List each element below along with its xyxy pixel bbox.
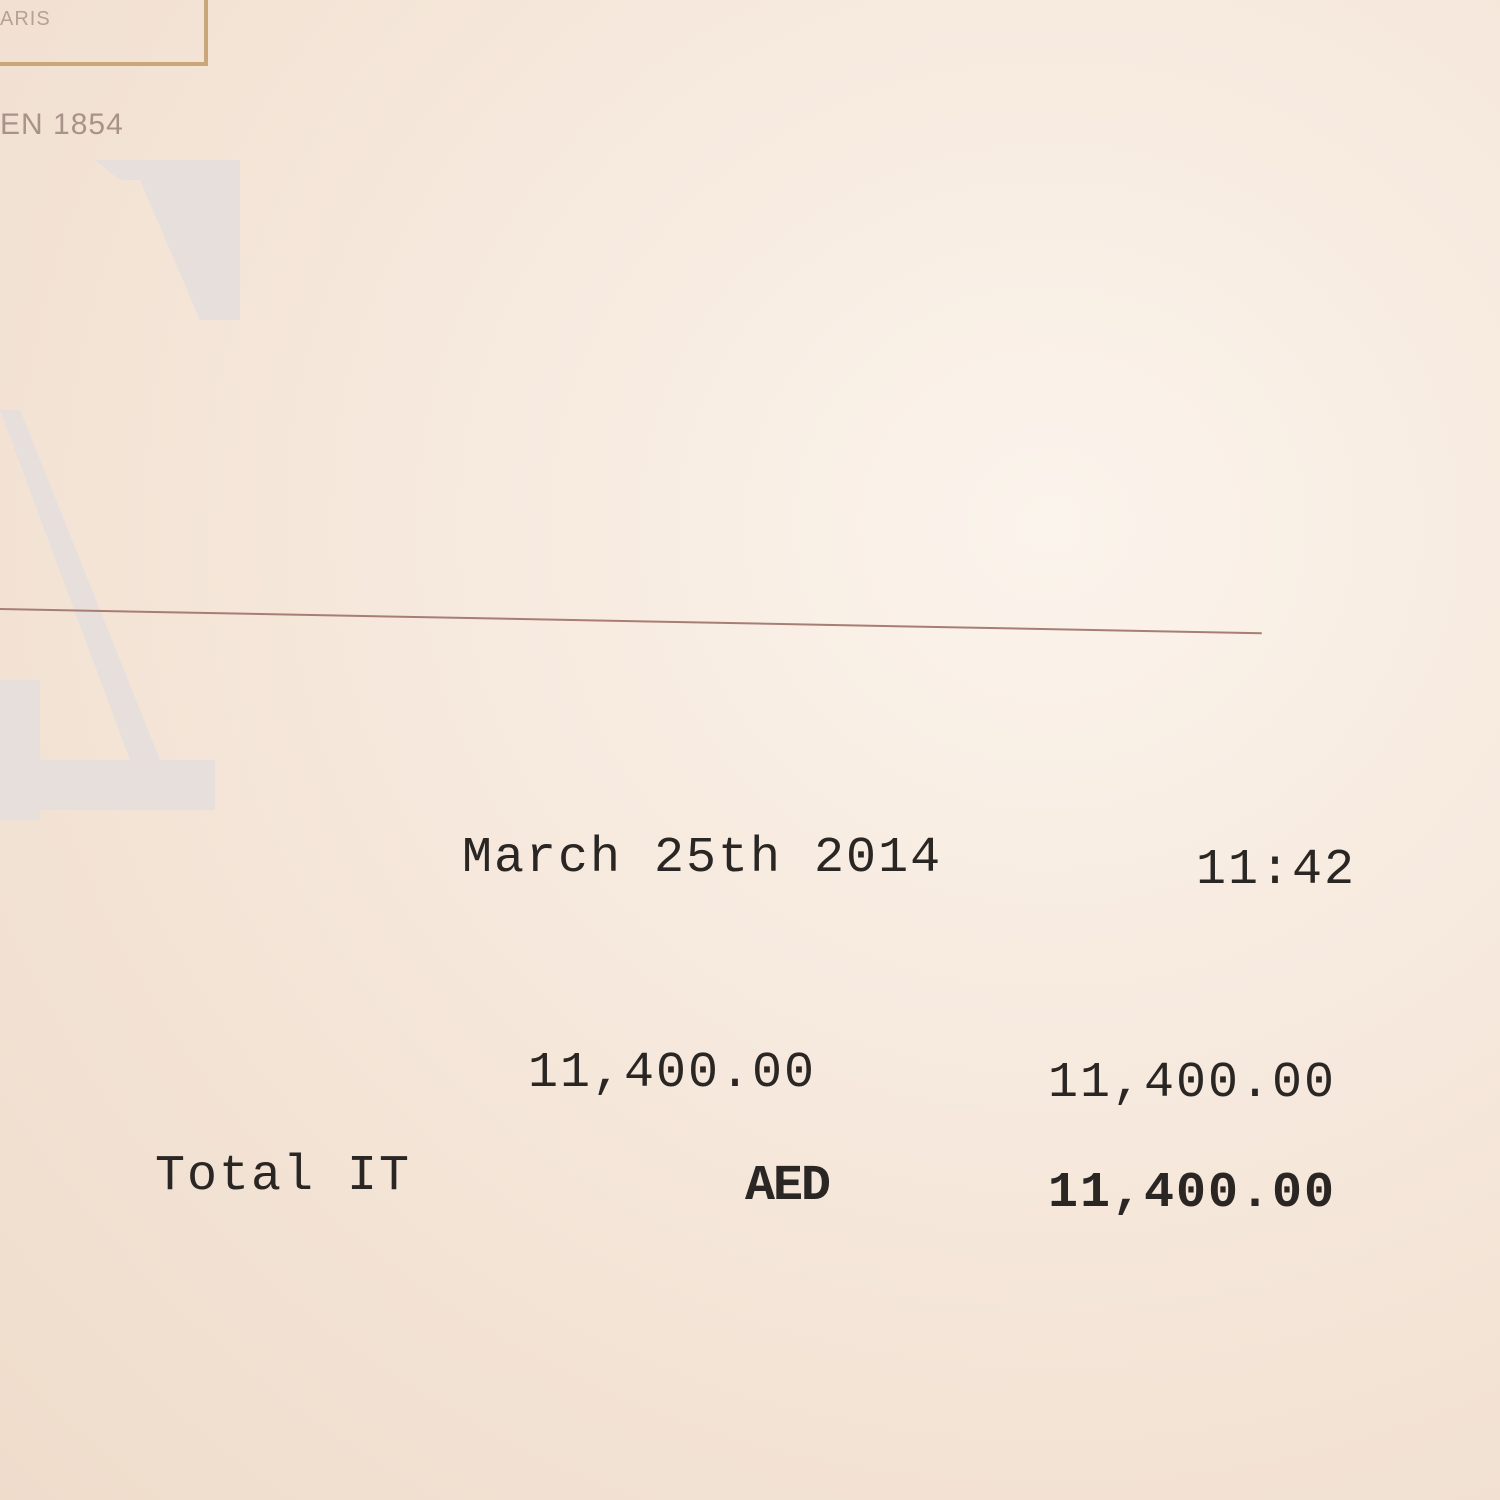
- line-total: 11,400.00: [1048, 1055, 1337, 1112]
- currency: AED: [745, 1158, 831, 1215]
- receipt-date: March 25th 2014: [462, 830, 943, 887]
- line-amount: 11,400.00: [528, 1045, 817, 1102]
- established-text: EN 1854: [0, 108, 124, 141]
- receipt-time: 11:42: [1196, 842, 1357, 899]
- watermark-letter: [0, 160, 240, 820]
- logo: ARIS: [0, 0, 208, 66]
- total-label: Total IT: [155, 1148, 412, 1205]
- logo-subtext: ARIS: [0, 8, 51, 30]
- grand-total: 11,400.00: [1048, 1165, 1337, 1222]
